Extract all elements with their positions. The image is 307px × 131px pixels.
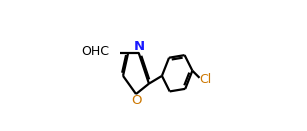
Text: N: N: [134, 40, 145, 53]
Text: Cl: Cl: [199, 73, 211, 86]
Text: OHC: OHC: [81, 45, 109, 58]
Text: O: O: [131, 94, 141, 107]
